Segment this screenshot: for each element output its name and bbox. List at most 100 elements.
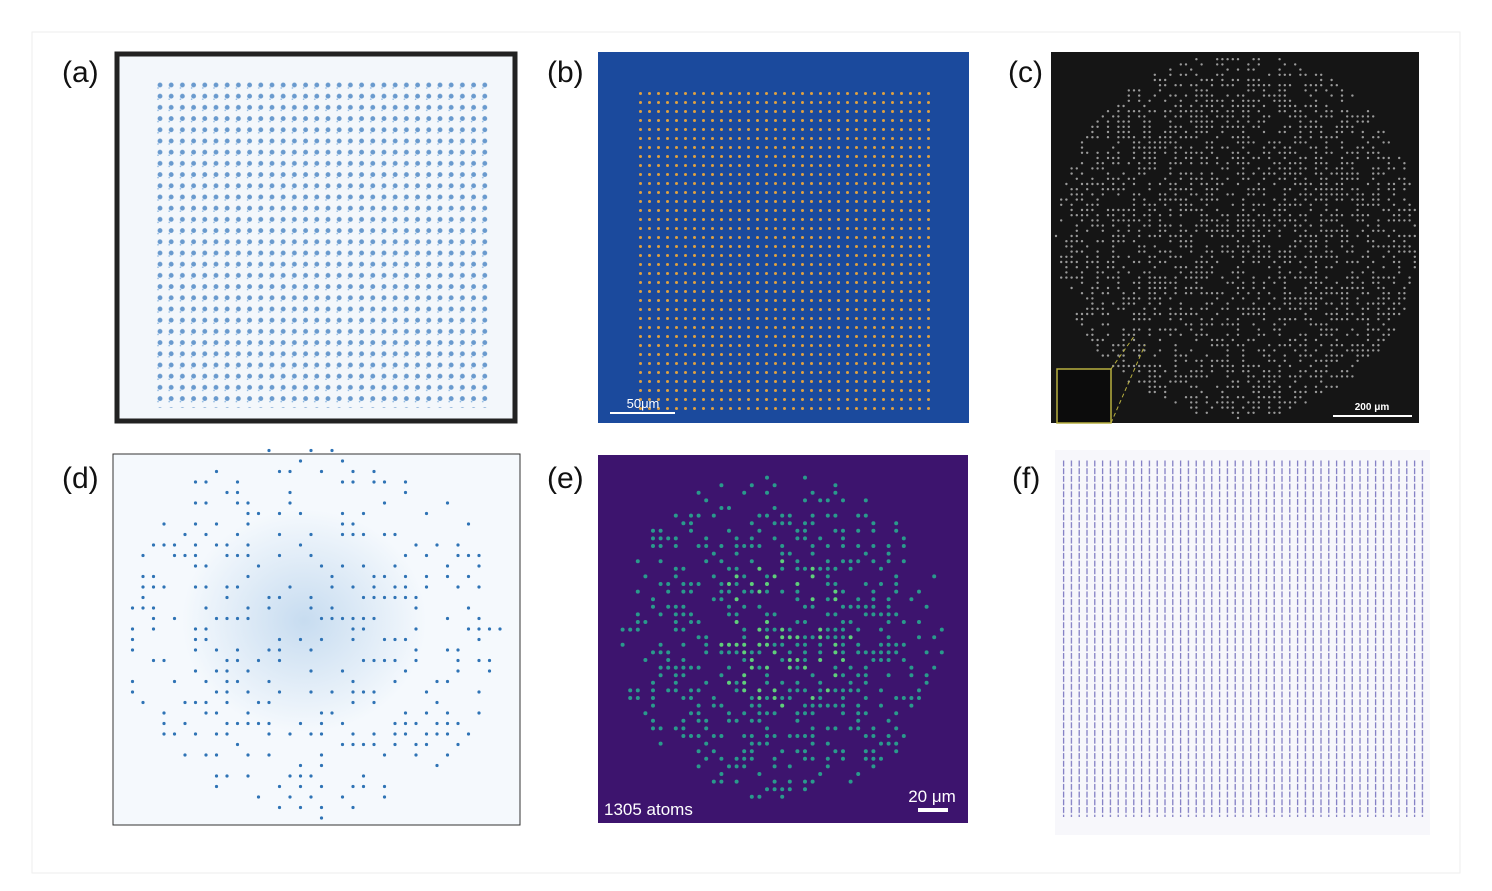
- atom-dot: [1174, 162, 1177, 165]
- atom-dot: [810, 566, 815, 571]
- atom-dot: [1372, 240, 1375, 243]
- atom-dot: [235, 490, 240, 495]
- atom-dot: [372, 595, 376, 600]
- atom-dot: [393, 564, 397, 568]
- atom-dot: [1179, 234, 1183, 238]
- atom-dot: [1304, 401, 1307, 404]
- atom-dot: [1252, 411, 1255, 414]
- atom-dot: [1366, 151, 1370, 154]
- atom-dot: [246, 501, 250, 505]
- atom-dot: [1335, 385, 1339, 388]
- atom-dot: [1221, 84, 1224, 87]
- atom-dot: [1372, 245, 1375, 248]
- atom-array: [636, 89, 936, 411]
- atom-dot: [1200, 177, 1203, 180]
- atom-dot: [1325, 286, 1328, 290]
- atom-dot: [1205, 276, 1209, 279]
- atom-dot: [1231, 364, 1235, 368]
- atom-dot: [1377, 224, 1380, 227]
- atom-dot: [1340, 344, 1344, 347]
- atom-dot: [1398, 312, 1401, 316]
- atom-dot: [1221, 406, 1224, 409]
- atom-dot: [1366, 354, 1370, 357]
- atom-dot: [1132, 156, 1136, 160]
- atom-dot: [1070, 286, 1073, 290]
- atom-dot: [1304, 214, 1307, 217]
- atom-dot: [1314, 266, 1318, 269]
- atom-dot: [1101, 338, 1105, 342]
- atom-dot: [1231, 401, 1235, 404]
- atom-dot: [1288, 307, 1292, 310]
- atom-dot: [1231, 193, 1235, 196]
- atom-dot: [1294, 115, 1297, 118]
- atom-dot: [1335, 188, 1339, 191]
- atom-dot: [1262, 396, 1266, 399]
- atom-dot: [1106, 354, 1110, 357]
- atom-dot: [193, 501, 198, 505]
- atom-dot: [742, 589, 747, 594]
- atom-dot: [1112, 188, 1115, 191]
- atom-dot: [825, 498, 830, 503]
- atom-dot: [130, 648, 135, 652]
- atom-dot: [1221, 276, 1224, 279]
- atom-dot: [141, 574, 145, 579]
- atom-dot: [1132, 214, 1136, 217]
- atom-dot: [1174, 156, 1177, 160]
- atom-dot: [1158, 214, 1162, 217]
- atom-dot: [1190, 136, 1193, 139]
- atom-dot: [1169, 125, 1172, 128]
- atom-dot: [673, 688, 678, 693]
- atom-dot: [1127, 130, 1131, 134]
- atom-dot: [1299, 182, 1302, 186]
- atom-dot: [1304, 312, 1307, 316]
- atom-dot: [1200, 125, 1203, 128]
- atom-dot: [330, 690, 334, 694]
- atom-dot: [1096, 120, 1099, 123]
- atom-dot: [1184, 240, 1188, 243]
- atom-dot: [1299, 307, 1302, 310]
- atom-dot: [1231, 370, 1235, 373]
- atom-dot: [1377, 281, 1380, 284]
- atom-dot: [1210, 188, 1214, 191]
- atom-dot: [749, 589, 754, 594]
- atom-dot: [361, 616, 366, 621]
- atom-dot: [1320, 297, 1323, 300]
- atom-dot: [1096, 198, 1099, 201]
- atom-dot: [351, 616, 355, 621]
- atom-dot: [1335, 208, 1339, 212]
- atom-dot: [1226, 193, 1229, 196]
- atom-dot: [1153, 255, 1157, 258]
- atom-dot: [1210, 110, 1214, 113]
- atom-dot: [277, 532, 282, 537]
- atom-dot: [1346, 307, 1349, 310]
- atom-dot: [1377, 182, 1380, 186]
- atom-dot: [1382, 333, 1385, 336]
- atom-dot: [267, 753, 271, 757]
- atom-dot: [1252, 276, 1255, 279]
- atom-dot: [1216, 58, 1219, 61]
- atom-dot: [319, 721, 324, 726]
- atom-dot: [894, 612, 899, 617]
- atom-dot: [1335, 328, 1339, 331]
- atom-dot: [1169, 130, 1172, 134]
- atom-dot: [1179, 198, 1183, 201]
- atom-dot: [711, 696, 716, 700]
- atom-dot: [1205, 354, 1209, 357]
- atom-dot: [734, 536, 739, 541]
- atom-dot: [1288, 104, 1292, 108]
- atom-dot: [886, 559, 891, 564]
- atom-dot: [246, 511, 250, 516]
- atom-dot: [1320, 130, 1323, 134]
- atom-dot: [1278, 401, 1281, 404]
- atom-dot: [1346, 177, 1349, 180]
- atom-dot: [256, 658, 261, 663]
- atom-dot: [1158, 141, 1162, 144]
- atom-dot: [1268, 411, 1271, 414]
- atom-dot: [1377, 167, 1380, 170]
- atom-dot: [1366, 302, 1370, 305]
- atom-dot: [1346, 292, 1349, 295]
- atom-dot: [879, 658, 883, 662]
- atom-dot: [787, 696, 792, 700]
- atom-dot: [1122, 214, 1125, 217]
